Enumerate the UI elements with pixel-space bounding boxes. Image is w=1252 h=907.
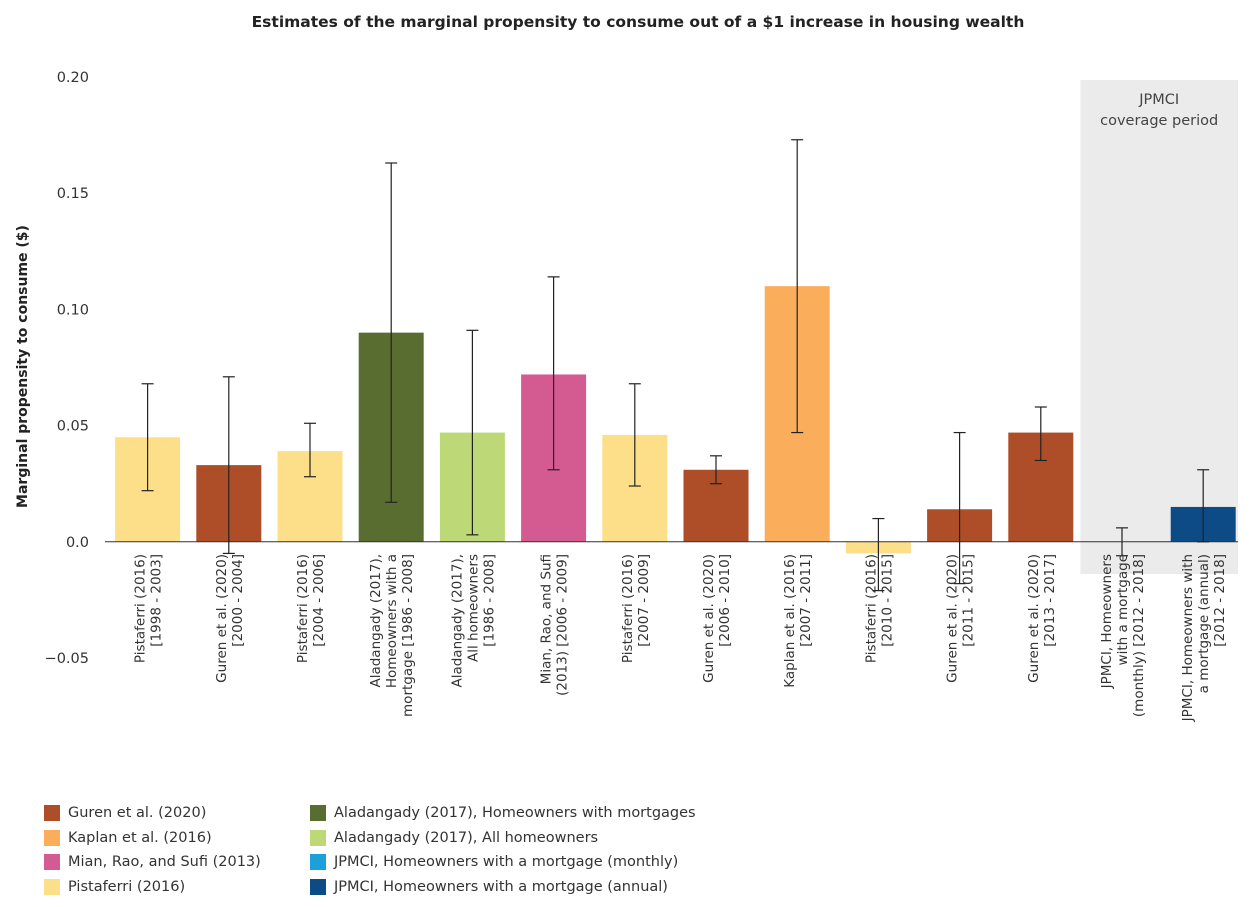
legend-label: Aladangady (2017), All homeowners	[334, 829, 599, 846]
x-tick-label: Kaplan et al. (2016)[2007 - 2011]	[782, 554, 814, 688]
x-tick-label-line: Pistaferri (2016)	[620, 554, 636, 663]
x-tick-label-line: Pistaferri (2016)	[133, 554, 149, 663]
x-tick-label-line: [2007 - 2009]	[636, 554, 652, 647]
legend-label: Guren et al. (2020)	[68, 805, 207, 821]
y-tick-label: 0.15	[57, 186, 89, 202]
x-tick-label: Guren et al. (2020)[2011 - 2015]	[945, 554, 977, 683]
x-tick-label: Pistaferri (2016)[2010 - 2015]	[863, 554, 895, 663]
y-tick-label: −0.05	[45, 651, 89, 667]
x-tick-label: Pistaferri (2016)[2007 - 2009]	[620, 554, 652, 663]
y-tick-label: 0.0	[66, 535, 89, 551]
x-tick-label-line: (2013) [2006 - 2009]	[555, 554, 571, 696]
x-tick-label-line: [2007 - 2011]	[798, 554, 814, 647]
error-bar	[628, 383, 641, 487]
y-tick-label: 0.20	[57, 70, 89, 86]
x-tick-label-line: [2006 - 2010]	[717, 554, 733, 647]
legend-swatch	[44, 829, 60, 846]
legend-swatch	[44, 854, 60, 870]
error-bar	[953, 431, 966, 585]
x-tick-label-line: with a mortgage	[1115, 554, 1131, 665]
legend-label: Mian, Rao, and Sufi (2013)	[68, 854, 261, 870]
shaded-region-label: JPMCI	[1138, 92, 1179, 108]
legend-item: JPMCI, Homeowners with a mortgage (month…	[310, 851, 678, 873]
x-tick-label: Aladangady (2017),Homeowners with amortg…	[368, 554, 416, 717]
x-tick-label-line: Homeowners with a	[384, 554, 400, 688]
error-bar	[1034, 406, 1047, 462]
legend-label: JPMCI, Homeowners with a mortgage (month…	[334, 854, 679, 870]
x-tick-label: Guren et al. (2020)[2013 - 2017]	[1026, 554, 1058, 683]
shaded-region-label: coverage period	[1100, 113, 1218, 129]
error-bar	[304, 422, 316, 478]
error-bar	[1116, 527, 1128, 557]
chart-canvas: Estimates of the marginal propensity to …	[15, 13, 1238, 722]
legend-swatch	[310, 805, 326, 821]
legend-swatch	[310, 829, 326, 846]
legend-label: Aladangady (2017), Homeowners with mortg…	[334, 805, 696, 821]
x-tick-label: Guren et al. (2020)[2000 - 2004]	[214, 554, 246, 683]
error-bar	[872, 517, 885, 592]
x-tick-label-line: [1986 - 2008]	[481, 554, 497, 647]
x-tick-label-line: [2004 - 2006]	[311, 554, 327, 647]
x-tick-label-line: Mian, Rao, and Sufi	[539, 554, 555, 684]
x-tick-label-line: [2000 - 2004]	[230, 554, 246, 647]
x-tick-label: Aladangady (2017),All homeowners[1986 - …	[449, 554, 497, 688]
x-tick-label-line: [2013 - 2017]	[1042, 554, 1058, 647]
legend-label: Pistaferri (2016)	[68, 878, 186, 895]
x-tick-label-line: (monthly) [2012 - 2018]	[1131, 554, 1147, 717]
x-tick-label: JPMCI, Homeowners witha mortgage (annual…	[1180, 554, 1228, 722]
x-tick-label-line: Pistaferri (2016)	[863, 554, 879, 663]
legend-item: Aladangady (2017), All homeowners	[310, 827, 598, 849]
x-tick-label-line: Pistaferri (2016)	[295, 554, 311, 663]
x-tick-label-line: [1998 - 2003]	[149, 554, 165, 647]
x-tick-label: JPMCI, Homeownerswith a mortgage(monthly…	[1099, 554, 1147, 717]
legend-item: Kaplan et al. (2016)	[44, 827, 212, 849]
legend-swatch	[44, 878, 60, 895]
x-tick-label-line: Aladangady (2017),	[449, 554, 465, 688]
error-bar	[466, 329, 479, 536]
legend-swatch	[44, 805, 60, 821]
x-tick-label: Pistaferri (2016)[2004 - 2006]	[295, 554, 327, 663]
x-tick-label-line: JPMCI, Homeowners with	[1180, 554, 1196, 722]
legend-item: Guren et al. (2020)	[44, 802, 206, 824]
x-tick-label-line: Guren et al. (2020)	[1026, 554, 1042, 683]
x-tick-label-line: Guren et al. (2020)	[945, 554, 961, 683]
jpmci-shaded-region	[1080, 80, 1238, 574]
x-tick-label-line: Aladangady (2017),	[368, 554, 384, 688]
error-bar	[547, 276, 560, 471]
error-bar	[710, 455, 722, 485]
y-axis-label: Marginal propensity to consume ($)	[15, 225, 31, 508]
x-tick-label-line: mortgage [1986 - 2008]	[400, 554, 416, 717]
x-tick-label-line: [2012 - 2018]	[1212, 554, 1228, 647]
legend-item: Aladangady (2017), Homeowners with mortg…	[310, 802, 696, 824]
legend-item: JPMCI, Homeowners with a mortgage (annua…	[310, 876, 668, 898]
x-tick-label: Pistaferri (2016)[1998 - 2003]	[133, 554, 165, 663]
legend: Guren et al. (2020) Kaplan et al. (2016) M…	[44, 802, 804, 906]
x-tick-label-line: All homeowners	[465, 554, 481, 662]
error-bar	[1197, 469, 1210, 543]
x-tick-label: Guren et al. (2020)[2006 - 2010]	[701, 554, 733, 683]
legend-item: Pistaferri (2016)	[44, 876, 185, 898]
legend-swatch	[310, 854, 326, 870]
y-tick-label: 0.10	[57, 302, 89, 318]
legend-swatch	[310, 878, 326, 895]
x-tick-label: Mian, Rao, and Sufi(2013) [2006 - 2009]	[539, 554, 571, 696]
y-tick-label: 0.05	[57, 419, 89, 435]
x-tick-label-line: Kaplan et al. (2016)	[782, 554, 798, 688]
error-bar	[385, 162, 398, 503]
legend-label: Kaplan et al. (2016)	[68, 829, 212, 846]
x-tick-label-line: [2011 - 2015]	[961, 554, 977, 647]
x-tick-label-line: a mortgage (annual)	[1196, 554, 1212, 693]
legend-label: JPMCI, Homeowners with a mortgage (annua…	[334, 878, 668, 895]
plot-area: JPMCI coverage period 0.20 0.15 0.10 0.05 0.0 −…	[15, 70, 1238, 722]
legend-item: Mian, Rao, and Sufi (2013)	[44, 851, 261, 873]
error-bar	[222, 376, 235, 555]
error-bar	[141, 383, 154, 492]
error-bar	[791, 139, 804, 434]
chart-title: Estimates of the marginal propensity to …	[252, 13, 1025, 31]
x-tick-label-line: Guren et al. (2020)	[214, 554, 230, 683]
x-tick-label-line: [2010 - 2015]	[879, 554, 895, 647]
x-tick-label-line: Guren et al. (2020)	[701, 554, 717, 683]
x-tick-label-line: JPMCI, Homeowners	[1099, 554, 1115, 689]
